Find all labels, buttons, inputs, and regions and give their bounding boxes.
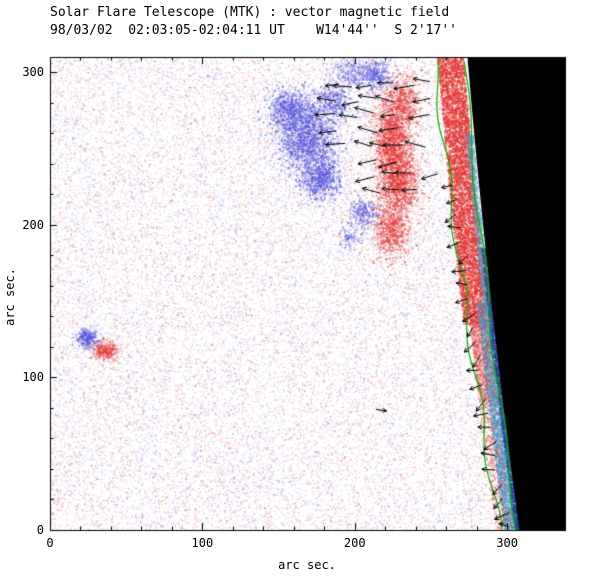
x-tick-label: 100 xyxy=(191,536,214,550)
y-tick-label: 0 xyxy=(36,523,44,537)
x-axis-label: arc sec. xyxy=(278,558,336,572)
x-tick-label: 200 xyxy=(343,536,366,550)
x-tick-label: 300 xyxy=(496,536,518,550)
y-tick-label: 100 xyxy=(22,370,44,385)
y-tick-label: 300 xyxy=(22,65,44,80)
x-tick-label: 0 xyxy=(46,536,54,550)
y-tick-label: 200 xyxy=(22,217,44,232)
y-axis-label: arc sec. xyxy=(3,268,17,326)
chart-subtitle: 98/03/02 02:03:05-02:04:11 UT W14'44'' S… xyxy=(50,23,457,38)
chart-title: Solar Flare Telescope (MTK) : vector mag… xyxy=(50,5,450,20)
